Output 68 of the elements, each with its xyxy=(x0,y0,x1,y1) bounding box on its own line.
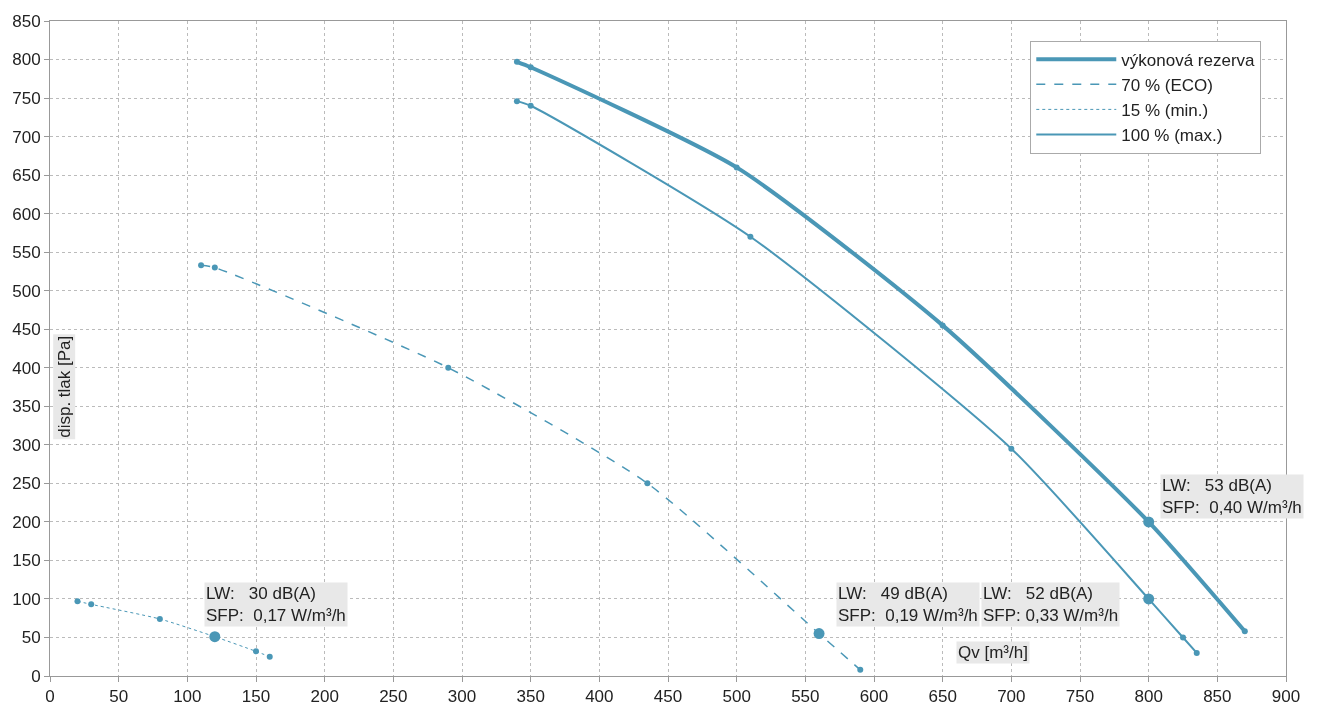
point xyxy=(1241,628,1248,635)
x-tick-label: 600 xyxy=(859,687,889,707)
y-tick-label: 550 xyxy=(12,243,41,263)
x-tick-label: 450 xyxy=(653,687,683,707)
y-tick-label: 650 xyxy=(12,166,41,186)
y-tick-label: 700 xyxy=(12,127,41,147)
x-tick-label: 350 xyxy=(516,687,545,707)
y-axis-title: disp. tlak [Pa] xyxy=(54,335,74,438)
point xyxy=(1193,649,1200,656)
y-tick-label: 450 xyxy=(12,320,41,340)
point xyxy=(211,264,218,271)
y-tick-label: 500 xyxy=(12,281,41,301)
x-tick-label: 0 xyxy=(45,687,55,707)
annotation: LW: 53 dB(A) SFP: 0,40 W/m³/h xyxy=(1162,476,1302,518)
annotation: LW: 52 dB(A) SFP: 0,33 W/m³/h xyxy=(983,584,1119,626)
point xyxy=(747,233,754,240)
point xyxy=(644,480,651,487)
x-tick-label: 850 xyxy=(1203,687,1232,707)
point xyxy=(857,666,864,673)
x-tick-label: 100 xyxy=(173,687,202,707)
point xyxy=(253,648,259,655)
x-tick-label: 200 xyxy=(310,687,339,707)
y-tick-label: 750 xyxy=(12,89,41,109)
annotation: LW: 49 dB(A) SFP: 0,19 W/m³/h xyxy=(838,584,978,626)
y-tick-label: 350 xyxy=(12,397,41,417)
x-tick-label: 400 xyxy=(585,687,614,707)
y-tick-label: 100 xyxy=(12,589,41,609)
x-tick-label: 250 xyxy=(379,687,408,707)
point xyxy=(733,164,740,171)
x-tick-label: 650 xyxy=(928,687,957,707)
point xyxy=(939,322,946,329)
y-tick-label: 800 xyxy=(12,50,41,70)
y-tick-label: 400 xyxy=(12,358,41,378)
point xyxy=(527,64,534,71)
point xyxy=(513,98,520,105)
point xyxy=(156,615,163,622)
y-tick-label: 600 xyxy=(12,204,41,224)
point xyxy=(1180,634,1186,641)
x-axis-title: Qv [m³/h] xyxy=(958,643,1028,662)
y-tick-label: 200 xyxy=(12,512,41,532)
point xyxy=(527,102,534,109)
y-tick-label: 150 xyxy=(12,551,41,571)
point xyxy=(445,364,452,371)
y-tick-label: 300 xyxy=(12,435,41,455)
annotation: LW: 30 dB(A) SFP: 0,17 W/m³/h xyxy=(206,584,346,626)
point xyxy=(1008,445,1015,452)
x-tick-label: 700 xyxy=(997,687,1026,707)
y-tick-label: 50 xyxy=(21,628,41,648)
legend-label: 15 % (min.) xyxy=(1121,101,1209,121)
legend-label: 100 % (max.) xyxy=(1121,126,1223,146)
x-tick-label: 750 xyxy=(1065,687,1095,707)
y-tick-label: 850 xyxy=(12,11,41,31)
point xyxy=(88,601,95,608)
point xyxy=(74,598,81,605)
legend-label: 70 % (ECO) xyxy=(1121,75,1213,95)
y-tick-label: 250 xyxy=(12,474,41,494)
point xyxy=(198,262,205,269)
x-tick-label: 500 xyxy=(722,687,751,707)
x-tick-label: 550 xyxy=(791,687,820,707)
point xyxy=(266,653,273,660)
x-tick-label: 150 xyxy=(241,687,271,707)
y-tick-label: 0 xyxy=(31,666,41,686)
x-tick-label: 50 xyxy=(109,687,129,707)
legend-label: výkonová rezerva xyxy=(1121,50,1256,70)
point xyxy=(513,58,520,65)
x-tick-label: 900 xyxy=(1271,687,1301,707)
x-tick-label: 300 xyxy=(447,687,477,707)
x-tick-label: 800 xyxy=(1134,687,1163,707)
